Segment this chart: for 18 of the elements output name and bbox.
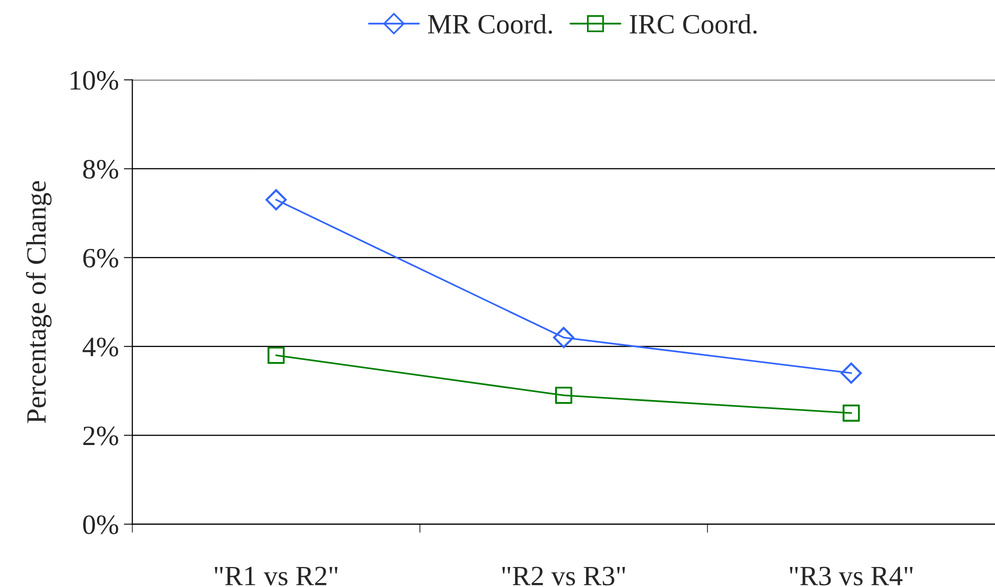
legend-label: IRC Coord. [630, 14, 757, 34]
x-tick-label: "R2 vs R3" [502, 566, 625, 586]
x-tick-label: "R3 vs R4" [790, 566, 913, 586]
y-tick-label: 4% [82, 338, 118, 356]
point [842, 404, 860, 422]
y-tick-label: 10% [70, 70, 118, 90]
y-tick-label: 2% [83, 426, 118, 446]
x-tick-label: "R1 vs R2" [214, 566, 338, 586]
y-axis-title: Percentage of Change [26, 181, 52, 424]
point [840, 362, 862, 384]
y-tick-label: 0% [83, 515, 118, 534]
y-tick-label: 6% [83, 248, 118, 268]
y-tick-label: 8% [83, 160, 118, 179]
point [265, 189, 287, 210]
point [555, 386, 572, 404]
point [268, 346, 285, 364]
point [553, 326, 574, 348]
legend-label: MR Coord. [428, 14, 552, 34]
